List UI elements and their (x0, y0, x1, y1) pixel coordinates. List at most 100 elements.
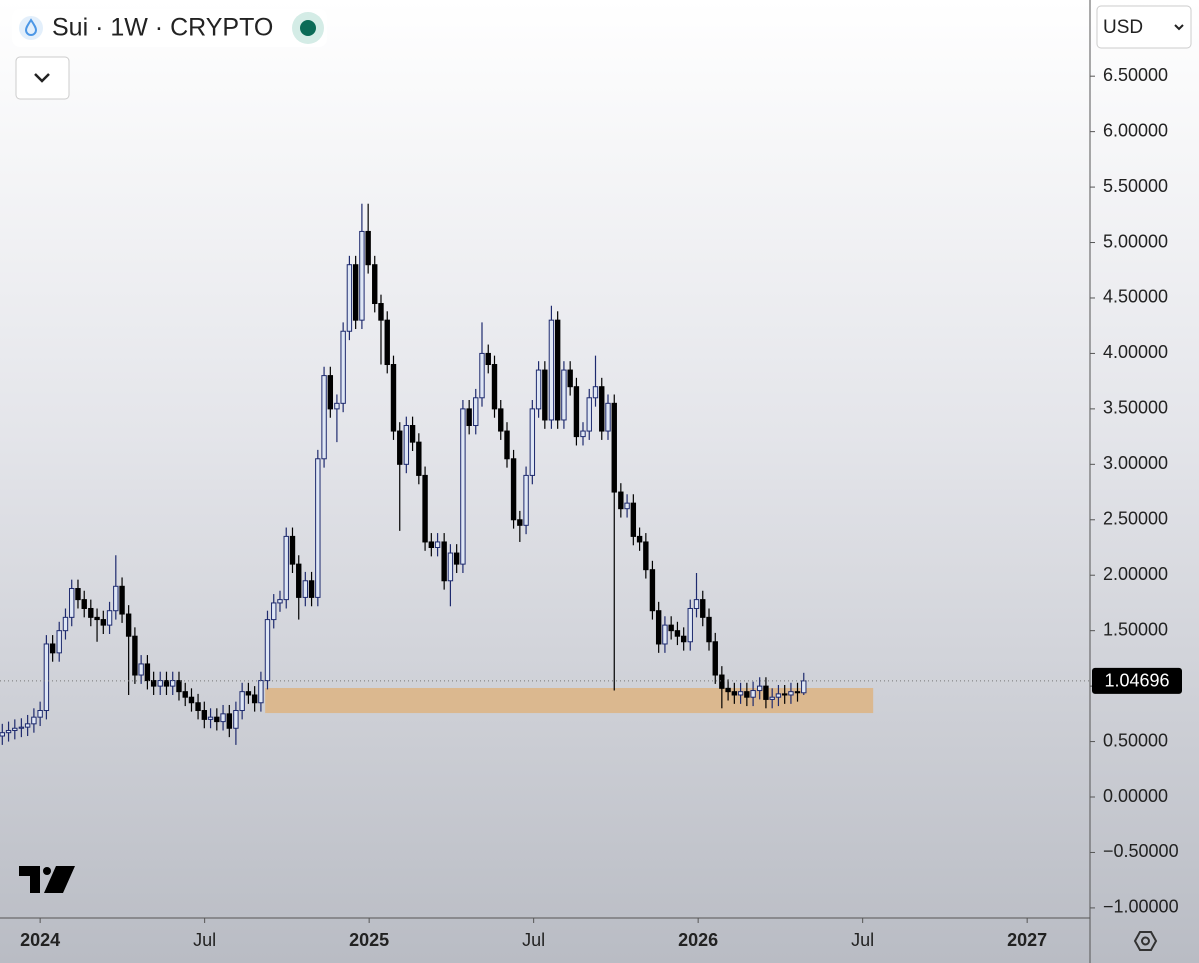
candle-body (302, 580, 309, 598)
candle-body (372, 264, 378, 305)
candle-body (283, 535, 289, 601)
support-zone (265, 688, 874, 714)
candle-body (428, 541, 435, 548)
candle-body (498, 408, 504, 432)
candle-body (693, 599, 700, 609)
candle-body (62, 616, 69, 632)
candle-body (719, 674, 725, 689)
candle-body (737, 691, 744, 696)
candle-body (453, 552, 460, 565)
candle-body (214, 716, 220, 723)
candle-body (548, 319, 555, 421)
x-tick-label: 2027 (1007, 930, 1047, 950)
x-tick-label: 2024 (20, 930, 60, 950)
candle-body (801, 680, 807, 694)
y-tick-label: −0.50000 (1103, 841, 1179, 861)
candle-body (24, 723, 31, 728)
status-dot (300, 20, 316, 36)
candle-body (258, 680, 264, 704)
candle-body (220, 713, 226, 723)
candle-body (662, 624, 668, 645)
y-tick-label: 6.00000 (1103, 120, 1168, 140)
candle-body (132, 635, 138, 676)
candle-body (725, 687, 731, 693)
collapse-chevron (34, 73, 50, 83)
candle-body (289, 535, 296, 565)
candle-body (150, 680, 157, 687)
candle-body (523, 474, 529, 526)
candle-body (277, 599, 283, 604)
candle-body (700, 599, 706, 618)
candle-body (504, 430, 510, 460)
candle-body (315, 458, 321, 598)
candle-body (245, 691, 252, 696)
candle-body (264, 619, 271, 682)
candle-body (466, 408, 472, 427)
settings-icon[interactable] (1133, 931, 1158, 951)
title-pill: Sui · 1W · CRYPTO (12, 9, 327, 47)
candle-body (592, 386, 599, 399)
currency-label: USD (1103, 17, 1143, 38)
candle-body (416, 441, 422, 476)
candle-body (409, 425, 416, 443)
candle-body (687, 607, 693, 643)
last-price-label: 1.04696 (1104, 671, 1169, 691)
y-tick-label: 2.00000 (1103, 564, 1168, 584)
candle-body (176, 680, 182, 693)
x-tick-label: Jul (851, 930, 874, 950)
candle-body (125, 613, 132, 637)
y-tick-label: 0.00000 (1103, 786, 1168, 806)
candle-body (517, 519, 523, 526)
candle-body (611, 402, 617, 493)
candle-body (573, 386, 580, 438)
candle-body (75, 588, 81, 601)
candle-body (529, 408, 536, 476)
candle-body (207, 716, 214, 720)
logo-shape (19, 866, 75, 893)
candle-body (441, 541, 447, 582)
candle-body (680, 635, 687, 643)
candle-body (359, 230, 365, 321)
candle-body (535, 369, 542, 410)
y-tick-label: 4.50000 (1103, 287, 1168, 307)
candle-body (586, 397, 592, 432)
candle-body (769, 696, 775, 700)
candle-body (56, 630, 62, 654)
collapse-button[interactable] (15, 56, 70, 100)
settings-button[interactable] (1133, 931, 1158, 951)
candle-body (624, 502, 630, 510)
candle-body (0, 732, 6, 737)
candle-body (163, 680, 170, 687)
currency-bg[interactable] (1096, 5, 1192, 49)
collapse-bg[interactable] (15, 56, 70, 100)
candle-body (655, 610, 662, 645)
currency-select[interactable]: USD (1096, 5, 1192, 49)
candle-body (384, 319, 390, 366)
candle-body (31, 716, 37, 725)
candle-body (340, 330, 346, 404)
chart-title: Sui · 1W · CRYPTO (52, 14, 273, 42)
candle-body (668, 624, 674, 632)
x-tick-label: 2025 (349, 930, 389, 950)
candle-body (580, 430, 586, 438)
candle-body (763, 685, 769, 700)
y-tick-label: −1.00000 (1103, 897, 1179, 917)
candle-body (138, 663, 144, 676)
candle-body (100, 619, 107, 626)
candle-body (239, 691, 245, 712)
candle-body (567, 369, 573, 388)
candle-body (296, 563, 302, 598)
candle-body (460, 408, 466, 565)
candle-body (365, 230, 371, 266)
candle-body (308, 580, 315, 598)
candle-body (794, 691, 801, 694)
currency-chevron (1174, 24, 1184, 31)
candle-body (788, 691, 794, 696)
y-tick-label: 5.00000 (1103, 231, 1168, 251)
candle-body (195, 702, 201, 712)
candle-body (106, 610, 113, 626)
candle-body (334, 402, 340, 410)
candle-body (422, 474, 428, 543)
